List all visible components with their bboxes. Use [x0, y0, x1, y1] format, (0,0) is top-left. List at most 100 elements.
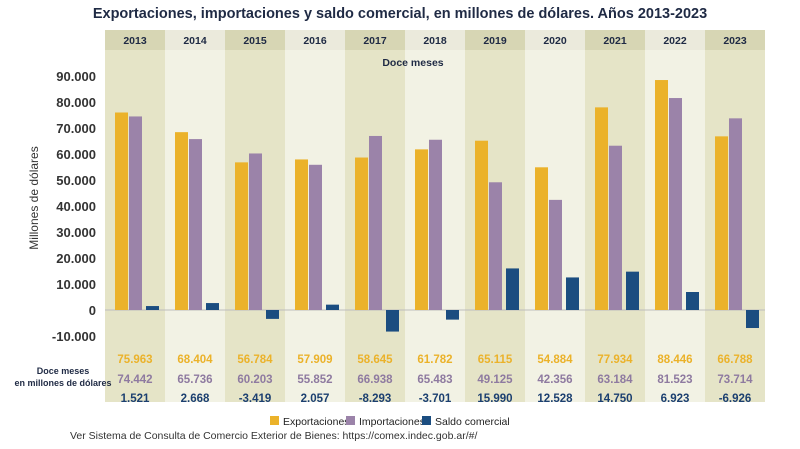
- bar-exportaciones-2023: [715, 136, 728, 310]
- bar-exportaciones-2019: [475, 140, 488, 310]
- table-value-exportaciones-2015: 56.784: [237, 354, 273, 366]
- year-label-2015: 2015: [243, 35, 267, 47]
- bar-exportaciones-2015: [235, 162, 248, 310]
- legend-swatch-importaciones: [346, 416, 355, 425]
- table-value-importaciones-2023: 73.714: [717, 374, 753, 386]
- bar-importaciones-2019: [489, 182, 502, 310]
- bar-saldo-comercial-2022: [686, 292, 699, 310]
- value-table: 75.963 68.404 56.784 57.909 58.645 61.782 65.1…: [117, 354, 753, 405]
- bar-importaciones-2021: [609, 145, 622, 310]
- table-value-exportaciones-2023: 66.788: [717, 354, 753, 366]
- year-header-cell-2014: [165, 30, 225, 50]
- table-value-saldo-comercial-2022: 6.923: [661, 393, 690, 405]
- table-value-importaciones-2018: 65.483: [417, 374, 452, 386]
- table-value-exportaciones-2022: 88.446: [657, 354, 692, 366]
- year-header-cell-2018: [405, 30, 465, 50]
- table-value-importaciones-2017: 66.938: [357, 374, 393, 386]
- table-value-importaciones-2014: 65.736: [177, 374, 212, 386]
- table-value-exportaciones-2018: 61.782: [417, 354, 452, 366]
- y-tick-30.000: 30.000: [56, 225, 96, 240]
- y-tick--10.000: -10.000: [52, 329, 96, 344]
- year-label-2017: 2017: [363, 35, 387, 47]
- year-header-cell-2017: [345, 30, 405, 50]
- bar-exportaciones-2014: [175, 132, 188, 310]
- legend-label-saldo-comercial: Saldo comercial: [435, 416, 510, 428]
- y-tick-10.000: 10.000: [56, 277, 96, 292]
- table-value-exportaciones-2016: 57.909: [297, 354, 332, 366]
- y-tick-80.000: 80.000: [56, 95, 96, 110]
- y-tick-20.000: 20.000: [56, 251, 96, 266]
- year-header-cell-2016: [285, 30, 345, 50]
- bar-saldo-comercial-2020: [566, 277, 579, 310]
- chart-subtitle: Doce meses: [382, 57, 443, 69]
- table-value-saldo-comercial-2023: -6.926: [719, 393, 752, 405]
- y-axis-label: Millones de dólares: [27, 146, 41, 249]
- y-tick-70.000: 70.000: [56, 121, 96, 136]
- bar-importaciones-2015: [249, 153, 262, 310]
- bar-saldo-comercial-2014: [206, 303, 219, 310]
- table-value-importaciones-2020: 42.356: [537, 374, 572, 386]
- year-header: 2013 2014 2015 2016 2017 2018 2019 2020 2021 2022…: [105, 30, 765, 50]
- bar-saldo-comercial-2016: [326, 304, 339, 310]
- chart-title: Exportaciones, importaciones y saldo com…: [92, 6, 708, 22]
- bar-importaciones-2023: [729, 118, 742, 310]
- table-value-exportaciones-2019: 65.115: [478, 354, 513, 366]
- table-label-line1: Doce meses: [37, 366, 90, 376]
- bar-exportaciones-2016: [295, 159, 308, 310]
- year-label-2018: 2018: [423, 35, 447, 47]
- bar-importaciones-2017: [369, 135, 382, 310]
- year-label-2016: 2016: [303, 35, 327, 47]
- table-value-exportaciones-2021: 77.934: [597, 354, 633, 366]
- table-value-saldo-comercial-2016: 2.057: [301, 393, 330, 405]
- bar-importaciones-2020: [549, 199, 562, 310]
- year-label-2022: 2022: [663, 35, 687, 47]
- bar-importaciones-2016: [309, 164, 322, 310]
- bar-saldo-comercial-2021: [626, 271, 639, 310]
- table-value-importaciones-2013: 74.442: [117, 374, 152, 386]
- table-value-saldo-comercial-2015: -3.419: [239, 393, 272, 405]
- table-value-exportaciones-2014: 68.404: [177, 354, 213, 366]
- bar-exportaciones-2020: [535, 167, 548, 310]
- table-value-exportaciones-2017: 58.645: [357, 354, 393, 366]
- table-value-saldo-comercial-2013: 1.521: [121, 393, 150, 405]
- year-label-2014: 2014: [183, 35, 207, 47]
- table-value-importaciones-2015: 60.203: [237, 374, 272, 386]
- bar-exportaciones-2017: [355, 157, 368, 310]
- y-tick-90.000: 90.000: [56, 69, 96, 84]
- bar-saldo-comercial-2013: [146, 306, 159, 310]
- bar-exportaciones-2013: [115, 112, 128, 310]
- y-axis-ticks: 90.000 80.000 70.000 60.000 50.000 40.000 30.0…: [52, 69, 96, 344]
- table-value-exportaciones-2013: 75.963: [117, 354, 152, 366]
- table-value-exportaciones-2020: 54.884: [537, 354, 573, 366]
- year-label-2019: 2019: [483, 35, 507, 47]
- bar-exportaciones-2022: [655, 80, 668, 310]
- y-tick-60.000: 60.000: [56, 147, 96, 162]
- legend-swatch-saldo-comercial: [422, 416, 431, 425]
- year-label-2021: 2021: [603, 35, 627, 47]
- bar-exportaciones-2018: [415, 149, 428, 310]
- legend-swatch-exportaciones: [270, 416, 279, 425]
- year-header-cell-2020: [525, 30, 585, 50]
- table-value-importaciones-2022: 81.523: [657, 374, 692, 386]
- table-value-saldo-comercial-2014: 2.668: [181, 393, 210, 405]
- y-tick-0: 0: [89, 303, 96, 318]
- legend-label-importaciones: Importaciones: [359, 416, 425, 428]
- year-label-2023: 2023: [723, 35, 747, 47]
- year-label-2013: 2013: [123, 35, 147, 47]
- year-header-cell-2022: [645, 30, 705, 50]
- bar-importaciones-2022: [669, 98, 682, 311]
- bars: [115, 80, 759, 332]
- table-label-line2: en millones de dólares: [14, 378, 111, 388]
- legend-label-exportaciones: Exportaciones: [283, 416, 350, 428]
- y-tick-50.000: 50.000: [56, 173, 96, 188]
- table-value-importaciones-2021: 63.184: [597, 374, 633, 386]
- year-header-cell-2013: [105, 30, 165, 50]
- year-header-cell-2015: [225, 30, 285, 50]
- bar-saldo-comercial-2018: [446, 310, 459, 320]
- bar-exportaciones-2021: [595, 107, 608, 310]
- bar-saldo-comercial-2015: [266, 310, 279, 319]
- legend: Exportaciones Importaciones Saldo comercia…: [270, 416, 510, 428]
- bar-saldo-comercial-2023: [746, 310, 759, 329]
- table-value-saldo-comercial-2021: 14.750: [597, 393, 632, 405]
